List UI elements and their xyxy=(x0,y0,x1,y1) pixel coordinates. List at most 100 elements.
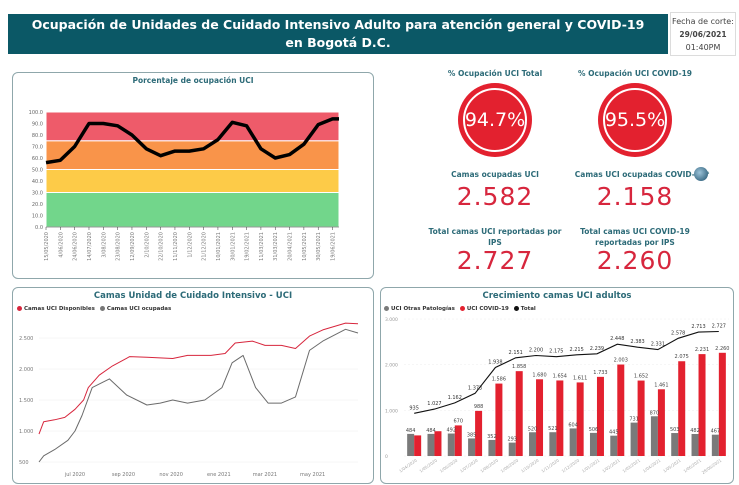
legend-item[interactable]: UCI Otras Patologías xyxy=(384,306,455,312)
bar-covid xyxy=(414,435,422,456)
x-tick-label: 1/07/2020 xyxy=(459,457,479,473)
kpi-occ-total-title: % Ocupación UCI Total xyxy=(447,69,543,78)
bar-label-otras: 870 xyxy=(650,410,660,416)
bar-label-covid: 1.858 xyxy=(512,364,526,370)
bar-label-otras: 482 xyxy=(690,428,700,434)
bar-label-covid: 1.611 xyxy=(573,375,587,381)
x-tick-label: nov 2020 xyxy=(159,472,183,478)
x-tick-label: mar 2021 xyxy=(253,472,277,478)
legend-item[interactable]: Camas UCI ocupadas xyxy=(99,306,171,312)
total-label: 2.727 xyxy=(712,323,726,329)
total-label: 2.448 xyxy=(610,336,624,342)
x-tick-label: 30/01/2021 xyxy=(230,232,236,261)
y-tick-label: 2.000 xyxy=(385,363,398,369)
bar-label-otras: 352 xyxy=(487,434,497,440)
bar-otras xyxy=(610,435,618,456)
x-tick-label: 1/05/2020 xyxy=(418,457,438,473)
bar-covid xyxy=(536,379,544,456)
x-tick-label: 1/12/2020 xyxy=(187,232,193,258)
kpi-occ-covid-title: % Ocupación UCI COVID-19 xyxy=(577,69,693,78)
x-tick-label: 4/06/2020 xyxy=(58,232,64,258)
x-tick-label: 1/01/2021 xyxy=(581,457,601,473)
occupancy-chart-svg: 0.0 10.0 20.0 30.0 40.0 50.0 60.0 70.0 80.0 90.0 1… xyxy=(29,110,340,261)
x-tick-label: 11/03/2021 xyxy=(259,232,265,261)
y-tick-label: 20.0 xyxy=(32,202,43,208)
bar-covid xyxy=(678,361,686,456)
legend-item[interactable]: Total xyxy=(513,306,536,312)
x-tick-label: 1/06/2020 xyxy=(439,457,459,473)
icu-growth-chart-svg: 0 1.000 2.000 3.000 484 1/04/2020 484 1/05/2020… xyxy=(385,317,730,475)
y-tick-label: 2.500 xyxy=(19,336,33,342)
bar-covid xyxy=(637,380,645,456)
x-tick-label: 1/05/2021 xyxy=(662,457,682,473)
bar-label-otras: 503 xyxy=(670,427,680,433)
x-tick-label: 21/12/2020 xyxy=(202,232,208,261)
bar-covid xyxy=(718,352,726,456)
kpi-beds-covid-occupied-value: 2.158 xyxy=(596,182,674,211)
bar-label-otras: 484 xyxy=(426,428,436,434)
y-tick-label: 3.000 xyxy=(385,317,398,323)
series-line xyxy=(38,328,359,463)
x-tick-label: sep 2020 xyxy=(112,472,135,478)
bar-label-covid: 2.003 xyxy=(614,358,628,364)
bar-label-otras: 385 xyxy=(467,432,477,438)
x-tick-label: 1/06/2021 xyxy=(682,457,702,473)
bar-otras xyxy=(671,433,679,456)
bar-label-covid: 2.260 xyxy=(715,346,729,352)
bar-label-covid: 988 xyxy=(474,404,484,410)
y-tick-label: 60.0 xyxy=(32,156,43,162)
x-tick-label: ene 2021 xyxy=(207,472,231,478)
y-tick-label: 1.500 xyxy=(19,398,33,404)
x-tick-label: 1/10/2020 xyxy=(520,457,540,473)
kpi-beds-occupied-title: Camas ocupadas UCI xyxy=(451,170,539,179)
legend-item[interactable]: Camas UCI Disponibles xyxy=(17,306,95,312)
bar-covid xyxy=(596,376,604,456)
x-tick-label: 19/02/2021 xyxy=(245,232,251,261)
bar-label-covid: 1.680 xyxy=(532,372,546,378)
x-tick-label: 28/06/2021 xyxy=(701,457,723,475)
total-label: 2.175 xyxy=(549,349,563,355)
x-tick-label: 12/09/2020 xyxy=(130,232,136,261)
total-label: 1.373 xyxy=(468,385,482,391)
bar-covid xyxy=(556,380,564,456)
icu-beds-chart: 500 1.000 1.500 2.000 2.500 jul 2020 sep 2020 n… xyxy=(12,287,374,484)
globe-icon[interactable] xyxy=(694,167,708,181)
legend-item[interactable]: UCI COVID-19 xyxy=(459,306,509,312)
x-tick-label: 23/08/2020 xyxy=(116,232,122,261)
occupancy-percentage-chart: 0.0 10.0 20.0 30.0 40.0 50.0 60.0 70.0 80.0 90.0 1… xyxy=(12,72,374,279)
bar-label-otras: 506 xyxy=(589,427,599,433)
x-tick-label: 15/05/2020 xyxy=(44,232,50,261)
x-tick-label: 2/10/2020 xyxy=(144,232,150,258)
bar-covid xyxy=(515,371,523,456)
y-tick-label: 90.0 xyxy=(32,122,43,128)
bar-label-otras: 731 xyxy=(629,417,639,423)
y-tick-label: 50.0 xyxy=(32,168,43,174)
x-tick-label: 1/09/2020 xyxy=(500,457,520,473)
cutoff-date-box: Fecha de corte: 29/06/2021 01:40PM xyxy=(670,12,736,56)
y-tick-label: 500 xyxy=(19,460,29,466)
icu-beds-chart-svg: 500 1.000 1.500 2.000 2.500 jul 2020 sep 2020 n… xyxy=(19,322,359,478)
bar-label-otras: 521 xyxy=(548,426,558,432)
kpi-occ-covid-circle: 95.5% xyxy=(598,83,672,157)
bar-covid xyxy=(434,431,442,456)
bar-otras xyxy=(691,433,699,456)
x-tick-label: 11/11/2020 xyxy=(173,232,179,261)
dashboard-header: Ocupación de Unidades de Cuidado Intensi… xyxy=(8,14,668,54)
total-label: 1.162 xyxy=(448,395,462,401)
x-tick-label: 19/06/2021 xyxy=(331,232,337,261)
y-tick-label: 40.0 xyxy=(32,179,43,185)
total-label: 2.331 xyxy=(651,342,665,348)
threshold-band xyxy=(45,111,340,142)
bar-covid xyxy=(657,389,665,456)
bar-label-otras: 484 xyxy=(406,428,416,434)
kpi-beds-occupied-value: 2.582 xyxy=(456,182,534,211)
kpi-total-beds-value: 2.727 xyxy=(456,246,534,275)
bar-label-covid: 1.461 xyxy=(654,382,668,388)
x-tick-label: 1/08/2020 xyxy=(479,457,499,473)
x-tick-label: 14/07/2020 xyxy=(87,232,93,261)
bar-otras xyxy=(650,416,658,456)
bar-covid xyxy=(617,364,625,456)
chart-title: Porcentaje de ocupación UCI xyxy=(132,76,254,85)
y-tick-label: 30.0 xyxy=(32,191,43,197)
chart-title: Crecimiento camas UCI adultos xyxy=(482,291,632,301)
